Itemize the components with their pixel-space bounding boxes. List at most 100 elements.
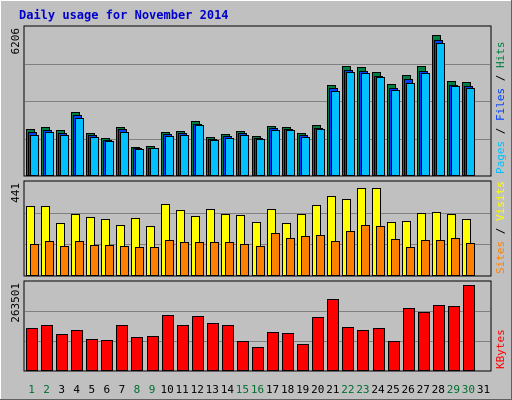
bar-pages-day-23 xyxy=(361,73,370,176)
bar-sites-day-8 xyxy=(135,247,144,276)
x-tick-label: 1 xyxy=(28,383,35,396)
bar-sites-day-20 xyxy=(316,235,325,276)
bar-kbytes-day-24 xyxy=(373,328,385,371)
x-tick-label: 18 xyxy=(281,383,294,396)
bar-kbytes-day-16 xyxy=(252,347,264,371)
x-tick-label: 11 xyxy=(176,383,189,396)
x-tick-label: 5 xyxy=(88,383,95,396)
bar-kbytes-day-27 xyxy=(418,312,430,371)
bar-pages-day-17 xyxy=(271,130,280,176)
bar-sites-day-19 xyxy=(301,236,310,276)
bar-sites-day-24 xyxy=(376,226,385,276)
x-tick-label: 25 xyxy=(386,383,399,396)
panel-top: 6206 Pages / Files / Hits xyxy=(9,25,507,177)
bar-kbytes-day-12 xyxy=(192,316,204,371)
bar-kbytes-day-22 xyxy=(342,327,354,371)
x-tick-label: 22 xyxy=(341,383,354,396)
bar-pages-day-18 xyxy=(286,130,295,176)
bar-pages-day-29 xyxy=(451,86,460,176)
series-legend: Sites / Visits xyxy=(494,181,507,274)
bar-pages-day-24 xyxy=(376,77,385,176)
bar-pages-day-10 xyxy=(165,136,174,176)
legend-item: Files xyxy=(494,88,507,121)
bar-kbytes-day-9 xyxy=(147,336,159,371)
x-tick-label: 4 xyxy=(73,383,80,396)
bar-kbytes-day-20 xyxy=(312,317,324,371)
chart-panels: 6206 Pages / Files / Hits 441 Sites / Visit… xyxy=(9,25,507,372)
bar-kbytes-day-19 xyxy=(297,344,309,371)
x-tick-label: 26 xyxy=(402,383,415,396)
bar-sites-day-6 xyxy=(105,245,114,276)
x-tick-label: 24 xyxy=(371,383,385,396)
x-tick-label: 14 xyxy=(221,383,235,396)
x-tick-label: 23 xyxy=(356,383,369,396)
bar-kbytes-day-14 xyxy=(222,325,234,371)
panel-mid: 441 Sites / Visits xyxy=(9,180,507,277)
x-tick-label: 13 xyxy=(206,383,219,396)
bar-sites-day-9 xyxy=(150,247,159,276)
x-tick-label: 17 xyxy=(266,383,279,396)
legend-item: Pages xyxy=(494,141,507,174)
x-tick-labels: 1 2 3 4 5 6 7 8 9 10 11 12 13 14 15 16 17 18 19 20 21 22 23 24 2… xyxy=(28,383,490,396)
chart-title: Daily usage for November 2014 xyxy=(19,8,229,22)
panel-bot: 263501 KBytes xyxy=(9,280,507,372)
bar-pages-day-27 xyxy=(421,73,430,176)
bar-pages-day-15 xyxy=(240,135,249,176)
bar-kbytes-day-30 xyxy=(463,285,475,371)
series-legend: KBytes xyxy=(494,329,507,369)
x-tick-label: 19 xyxy=(296,383,309,396)
x-tick-label: 30 xyxy=(462,383,475,396)
x-tick-label: 29 xyxy=(447,383,460,396)
bar-kbytes-day-28 xyxy=(433,305,445,371)
bar-sites-day-17 xyxy=(271,233,280,276)
bar-pages-day-5 xyxy=(90,137,99,176)
x-tick-label: 9 xyxy=(149,383,156,396)
bar-sites-day-2 xyxy=(45,241,54,276)
bar-pages-day-21 xyxy=(331,91,340,176)
x-tick-label: 27 xyxy=(417,383,430,396)
legend-item: / xyxy=(494,121,507,141)
x-tick-label: 12 xyxy=(191,383,204,396)
x-tick-label: 16 xyxy=(251,383,264,396)
bar-kbytes-day-5 xyxy=(86,339,98,371)
legend-item: / xyxy=(494,68,507,88)
bar-sites-day-29 xyxy=(451,238,460,276)
bar-kbytes-day-26 xyxy=(403,308,415,371)
bar-pages-day-7 xyxy=(120,132,129,176)
bar-sites-day-23 xyxy=(361,225,370,276)
bar-pages-day-1 xyxy=(30,135,39,176)
x-tick-label: 3 xyxy=(58,383,65,396)
x-tick-label: 31 xyxy=(477,383,490,396)
bar-kbytes-day-1 xyxy=(26,328,38,371)
bar-sites-day-3 xyxy=(60,246,69,276)
bar-pages-day-11 xyxy=(180,135,189,176)
bar-kbytes-day-11 xyxy=(177,325,189,371)
y-max-label: 263501 xyxy=(9,283,22,323)
bar-pages-day-6 xyxy=(105,141,114,176)
bar-pages-day-25 xyxy=(391,90,400,176)
x-tick-label: 7 xyxy=(119,383,126,396)
series-legend: Pages / Files / Hits xyxy=(494,42,507,175)
x-tick-label: 28 xyxy=(432,383,445,396)
bar-sites-day-21 xyxy=(331,241,340,276)
bar-kbytes-day-10 xyxy=(162,315,174,371)
bar-pages-day-8 xyxy=(135,149,144,176)
x-tick-label: 15 xyxy=(236,383,249,396)
legend-item: Sites xyxy=(494,241,507,274)
legend-item: / xyxy=(494,221,507,241)
x-tick-label: 20 xyxy=(311,383,324,396)
bar-kbytes-day-4 xyxy=(71,330,83,371)
bar-kbytes-day-21 xyxy=(327,299,339,371)
bar-kbytes-day-3 xyxy=(56,334,68,371)
bar-kbytes-day-25 xyxy=(388,341,400,371)
bar-pages-day-4 xyxy=(75,118,84,176)
bar-sites-day-25 xyxy=(391,239,400,276)
bar-kbytes-day-6 xyxy=(101,340,113,371)
bar-sites-day-15 xyxy=(240,244,249,276)
bar-kbytes-day-13 xyxy=(207,323,219,371)
bar-sites-day-11 xyxy=(180,242,189,276)
bar-pages-day-3 xyxy=(60,135,69,176)
bar-pages-day-26 xyxy=(406,83,415,176)
bar-pages-day-2 xyxy=(45,132,54,176)
